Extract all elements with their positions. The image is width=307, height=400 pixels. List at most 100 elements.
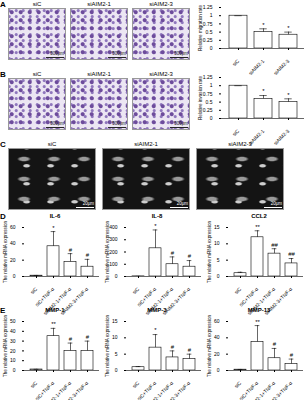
svg-text:10: 10 [214,240,220,246]
svg-text:siAIM2-1: siAIM2-1 [247,128,265,146]
svg-text:siC: siC [231,58,241,68]
svg-text:#: # [171,344,175,350]
svg-text:#: # [188,347,192,353]
svg-text:60: 60 [10,224,16,230]
svg-text:**: ** [51,321,56,327]
svg-text:*: * [154,327,157,333]
svg-text:siAIM2-1+TNF-α: siAIM2-1+TNF-α [144,285,175,317]
svg-text:#: # [86,334,90,340]
svg-text:60: 60 [214,318,220,324]
svg-text:siC: siC [131,380,141,390]
svg-text:siAIM2-3+TNF-α: siAIM2-3+TNF-α [59,285,90,317]
svg-text:0: 0 [115,273,118,279]
svg-text:0.5: 0.5 [206,29,213,35]
svg-text:40: 40 [10,328,16,334]
svg-text:30: 30 [10,338,16,344]
svg-text:20: 20 [10,257,16,263]
html-text:Relative invasion rate: Relative invasion rate [197,75,203,120]
svg-text:siC: siC [29,286,39,296]
svg-text:siC: siC [231,128,241,138]
svg-text:15: 15 [214,224,220,230]
svg-text:300: 300 [109,236,118,242]
svg-text:##: ## [271,242,278,248]
html-text:siAIM2-3: siAIM2-3 [149,71,173,77]
html-text:siAIM2-1: siAIM2-1 [87,1,111,7]
svg-text:200: 200 [109,249,118,255]
svg-text:siAIM2-3: siAIM2-3 [272,128,290,146]
html-text:siC: siC [32,71,42,77]
html-text:Relative migration rate: Relative migration rate [197,4,203,51]
svg-text:siAIM2-1: siAIM2-1 [247,58,265,76]
svg-text:siAIM2-1+TNF-α: siAIM2-1+TNF-α [42,285,73,317]
svg-text:siC+TNF-α: siC+TNF-α [237,285,260,308]
svg-text:100: 100 [109,261,118,267]
svg-text:*: * [262,22,265,28]
svg-text:0: 0 [217,367,220,373]
svg-text:siC: siC [233,286,243,296]
svg-text:siAIM2-3+TNF-α: siAIM2-3+TNF-α [263,380,293,400]
html-text:siAIM2-3: siAIM2-3 [228,141,252,147]
svg-text:#: # [86,252,90,258]
svg-text:5: 5 [217,257,220,263]
svg-text:0.75: 0.75 [203,91,213,97]
svg-text:0: 0 [13,367,16,373]
svg-text:**: ** [255,224,260,230]
svg-text:siC+TNF-α: siC+TNF-α [135,285,158,308]
svg-text:0.75: 0.75 [203,21,213,27]
html-text:D: D [0,212,6,221]
svg-text:0.5: 0.5 [206,99,213,105]
svg-text:0: 0 [115,367,118,373]
svg-text:siAIM2-3: siAIM2-3 [272,58,290,76]
svg-text:15: 15 [112,318,118,324]
svg-text:##: ## [288,251,295,257]
svg-text:*: * [154,223,157,229]
svg-text:0: 0 [13,273,16,279]
svg-text:*: * [52,225,55,231]
svg-text:40: 40 [214,334,220,340]
svg-text:1.25: 1.25 [203,4,213,10]
svg-text:0.25: 0.25 [203,107,213,113]
svg-text:20: 20 [10,348,16,354]
svg-text:5: 5 [115,351,118,357]
svg-text:10: 10 [10,357,16,363]
svg-text:1: 1 [210,82,213,88]
svg-text:40: 40 [10,240,16,246]
svg-text:#: # [69,247,73,253]
svg-text:siAIM2-3+TNF-α: siAIM2-3+TNF-α [161,380,191,400]
svg-text:*: * [287,25,290,31]
svg-text:siAIM2-3+TNF-α: siAIM2-3+TNF-α [59,380,89,400]
svg-text:400: 400 [109,224,118,230]
svg-text:*: * [262,88,265,94]
svg-text:siC: siC [233,380,243,390]
svg-text:1.25: 1.25 [203,74,213,80]
html-text:B: B [0,70,6,79]
svg-text:50: 50 [10,318,16,324]
html-text:A: A [0,0,6,9]
svg-text:**: ** [255,319,260,325]
svg-text:siC: siC [131,286,141,296]
svg-text:#: # [188,253,192,259]
html-text:siAIM2-1: siAIM2-1 [87,71,111,77]
svg-text:0: 0 [210,115,213,121]
svg-text:#: # [171,250,175,256]
svg-text:siC: siC [29,380,39,390]
html-text:siC: siC [32,1,42,7]
html-text:C: C [0,140,6,149]
svg-text:siAIM2-3+TNF-α: siAIM2-3+TNF-α [161,285,192,317]
html-text:siAIM2-3: siAIM2-3 [149,1,173,7]
svg-text:0.25: 0.25 [203,37,213,43]
svg-text:siAIM2-1+TNF-α: siAIM2-1+TNF-α [246,285,277,317]
html-text:siAIM2-1: siAIM2-1 [134,141,158,147]
svg-text:10: 10 [112,334,118,340]
svg-text:#: # [290,352,294,358]
svg-text:siAIM2-3+TNF-α: siAIM2-3+TNF-α [263,285,294,317]
svg-text:0: 0 [210,45,213,51]
svg-text:0: 0 [217,273,220,279]
svg-text:#: # [69,336,73,342]
svg-text:#: # [273,341,277,347]
svg-text:siC+TNF-α: siC+TNF-α [33,285,56,308]
html-text:siC: siC [47,141,57,147]
svg-text:1: 1 [210,12,213,18]
svg-text:*: * [287,92,290,98]
svg-text:20: 20 [214,351,220,357]
